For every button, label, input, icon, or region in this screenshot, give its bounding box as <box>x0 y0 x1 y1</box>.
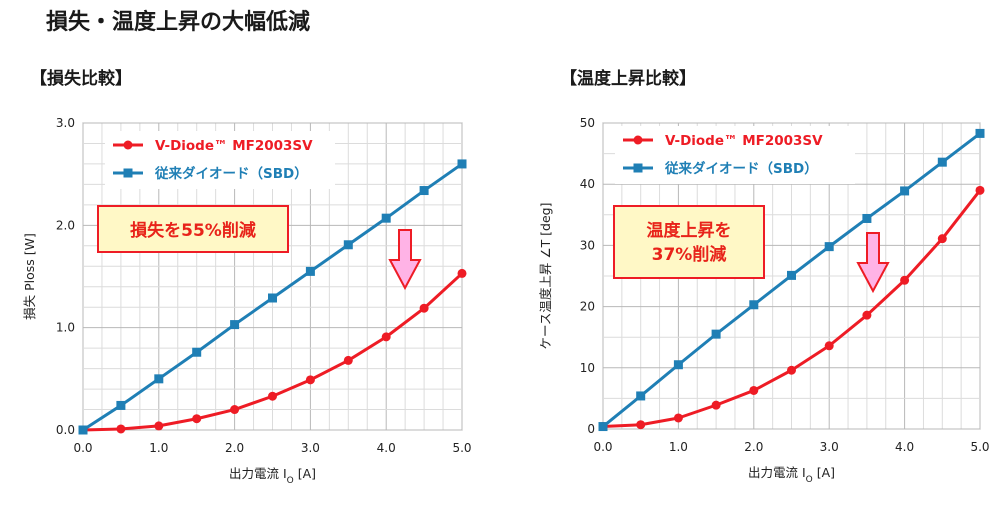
data-point-circle <box>937 234 947 244</box>
legend-entry: V-Diode™ MF2003SV <box>665 133 823 149</box>
x-tick-label: 5.0 <box>452 441 471 455</box>
data-point-circle <box>381 332 391 342</box>
y-tick-label: 20 <box>580 300 595 314</box>
y-tick-label: 40 <box>580 177 595 191</box>
data-point-square <box>230 320 240 330</box>
y-tick-label: 1.0 <box>56 321 75 335</box>
callout-box <box>613 205 765 279</box>
data-point-square <box>749 300 759 310</box>
y-axis-title: 損失 Ploss [W] <box>22 233 37 320</box>
data-point-circle <box>824 341 834 351</box>
y-axis-title: ケース温度上昇 ∠T [deg] <box>538 203 553 350</box>
data-point-circle <box>975 185 985 195</box>
data-point-square <box>636 391 646 401</box>
y-tick-label: 0 <box>587 422 595 436</box>
data-point-square <box>937 157 947 167</box>
x-tick-label: 1.0 <box>149 441 168 455</box>
loss-comparison-heading: 【損失比較】 <box>30 69 132 89</box>
x-tick-label: 0.0 <box>593 440 612 454</box>
loss-chart: 0.0 1.0 2.0 3.0 4.0 5.0 0.0 1.0 2.0 3.0 出力電流 IO [A… <box>22 116 472 486</box>
legend-marker <box>123 168 133 178</box>
data-point-circle <box>305 375 315 385</box>
data-point-circle <box>900 275 910 285</box>
data-point-square <box>154 374 164 384</box>
data-point-circle <box>192 414 202 424</box>
data-point-square <box>192 347 202 357</box>
data-point-circle <box>154 421 164 431</box>
data-point-square <box>419 186 429 196</box>
page-title: 損失・温度上昇の大幅低減 <box>46 10 311 35</box>
legend-entry: V-Diode™ MF2003SV <box>155 138 313 154</box>
data-point-circle <box>749 385 759 395</box>
x-axis-title: 出力電流 IO [A] <box>229 466 316 486</box>
data-point-circle <box>673 413 683 423</box>
x-tick-label: 5.0 <box>970 440 989 454</box>
legend-entry: 従来ダイオード（SBD） <box>664 160 818 177</box>
data-point-square <box>862 213 872 223</box>
legend-box <box>615 126 855 184</box>
down-arrow-icon <box>388 229 422 291</box>
y-tick-label: 3.0 <box>56 116 75 130</box>
callout-text: 損失を55%削減 <box>130 220 256 241</box>
data-point-square <box>305 266 315 276</box>
data-point-square <box>268 293 277 303</box>
data-point-square <box>975 128 985 138</box>
x-tick-label: 3.0 <box>301 441 320 455</box>
data-point-circle <box>230 405 240 415</box>
data-point-square <box>787 270 796 280</box>
data-point-circle <box>116 424 126 434</box>
data-point-square <box>343 240 353 250</box>
x-tick-label: 0.0 <box>73 441 92 455</box>
x-tick-label: 3.0 <box>820 440 839 454</box>
data-point-square <box>116 400 126 410</box>
data-point-square <box>711 329 721 339</box>
x-tick-label: 2.0 <box>225 441 244 455</box>
x-tick-label: 1.0 <box>669 440 688 454</box>
data-point-square <box>598 422 608 432</box>
legend-box <box>105 131 335 189</box>
data-point-square <box>381 213 391 223</box>
x-tick-label: 2.0 <box>744 440 763 454</box>
legend-entry: 従来ダイオード（SBD） <box>154 165 308 182</box>
y-tick-label: 0.0 <box>56 423 75 437</box>
callout-box <box>97 205 289 253</box>
legend-marker <box>633 163 643 173</box>
y-tick-label: 50 <box>580 116 595 130</box>
y-tick-label: 10 <box>580 361 595 375</box>
x-axis-title: 出力電流 IO [A] <box>748 465 835 485</box>
data-point-circle <box>457 268 467 278</box>
callout-text: 37%削減 <box>652 244 727 265</box>
x-tick-label: 4.0 <box>377 441 396 455</box>
data-point-square <box>457 159 467 169</box>
data-point-circle <box>636 420 646 430</box>
data-point-circle <box>419 303 429 313</box>
callout-text: 温度上昇を <box>647 220 732 241</box>
x-tick-label: 4.0 <box>895 440 914 454</box>
data-point-circle <box>862 310 872 320</box>
data-point-circle <box>711 400 721 410</box>
legend-marker <box>633 135 643 145</box>
data-point-circle <box>343 355 353 365</box>
data-point-square <box>673 360 683 370</box>
legend-marker <box>123 140 133 150</box>
down-arrow-icon <box>856 232 890 294</box>
data-point-circle <box>268 391 277 401</box>
data-point-square <box>900 186 910 196</box>
temperature-chart: 0.0 1.0 2.0 3.0 4.0 5.0 0 10 20 30 40 50 出力電流 IO [A]… <box>538 116 990 485</box>
data-point-square <box>78 425 88 435</box>
y-tick-label: 2.0 <box>56 218 75 232</box>
data-point-circle <box>787 365 796 375</box>
y-tick-label: 30 <box>580 238 595 252</box>
temperature-comparison-heading: 【温度上昇比較】 <box>560 69 696 89</box>
data-point-square <box>824 242 834 252</box>
